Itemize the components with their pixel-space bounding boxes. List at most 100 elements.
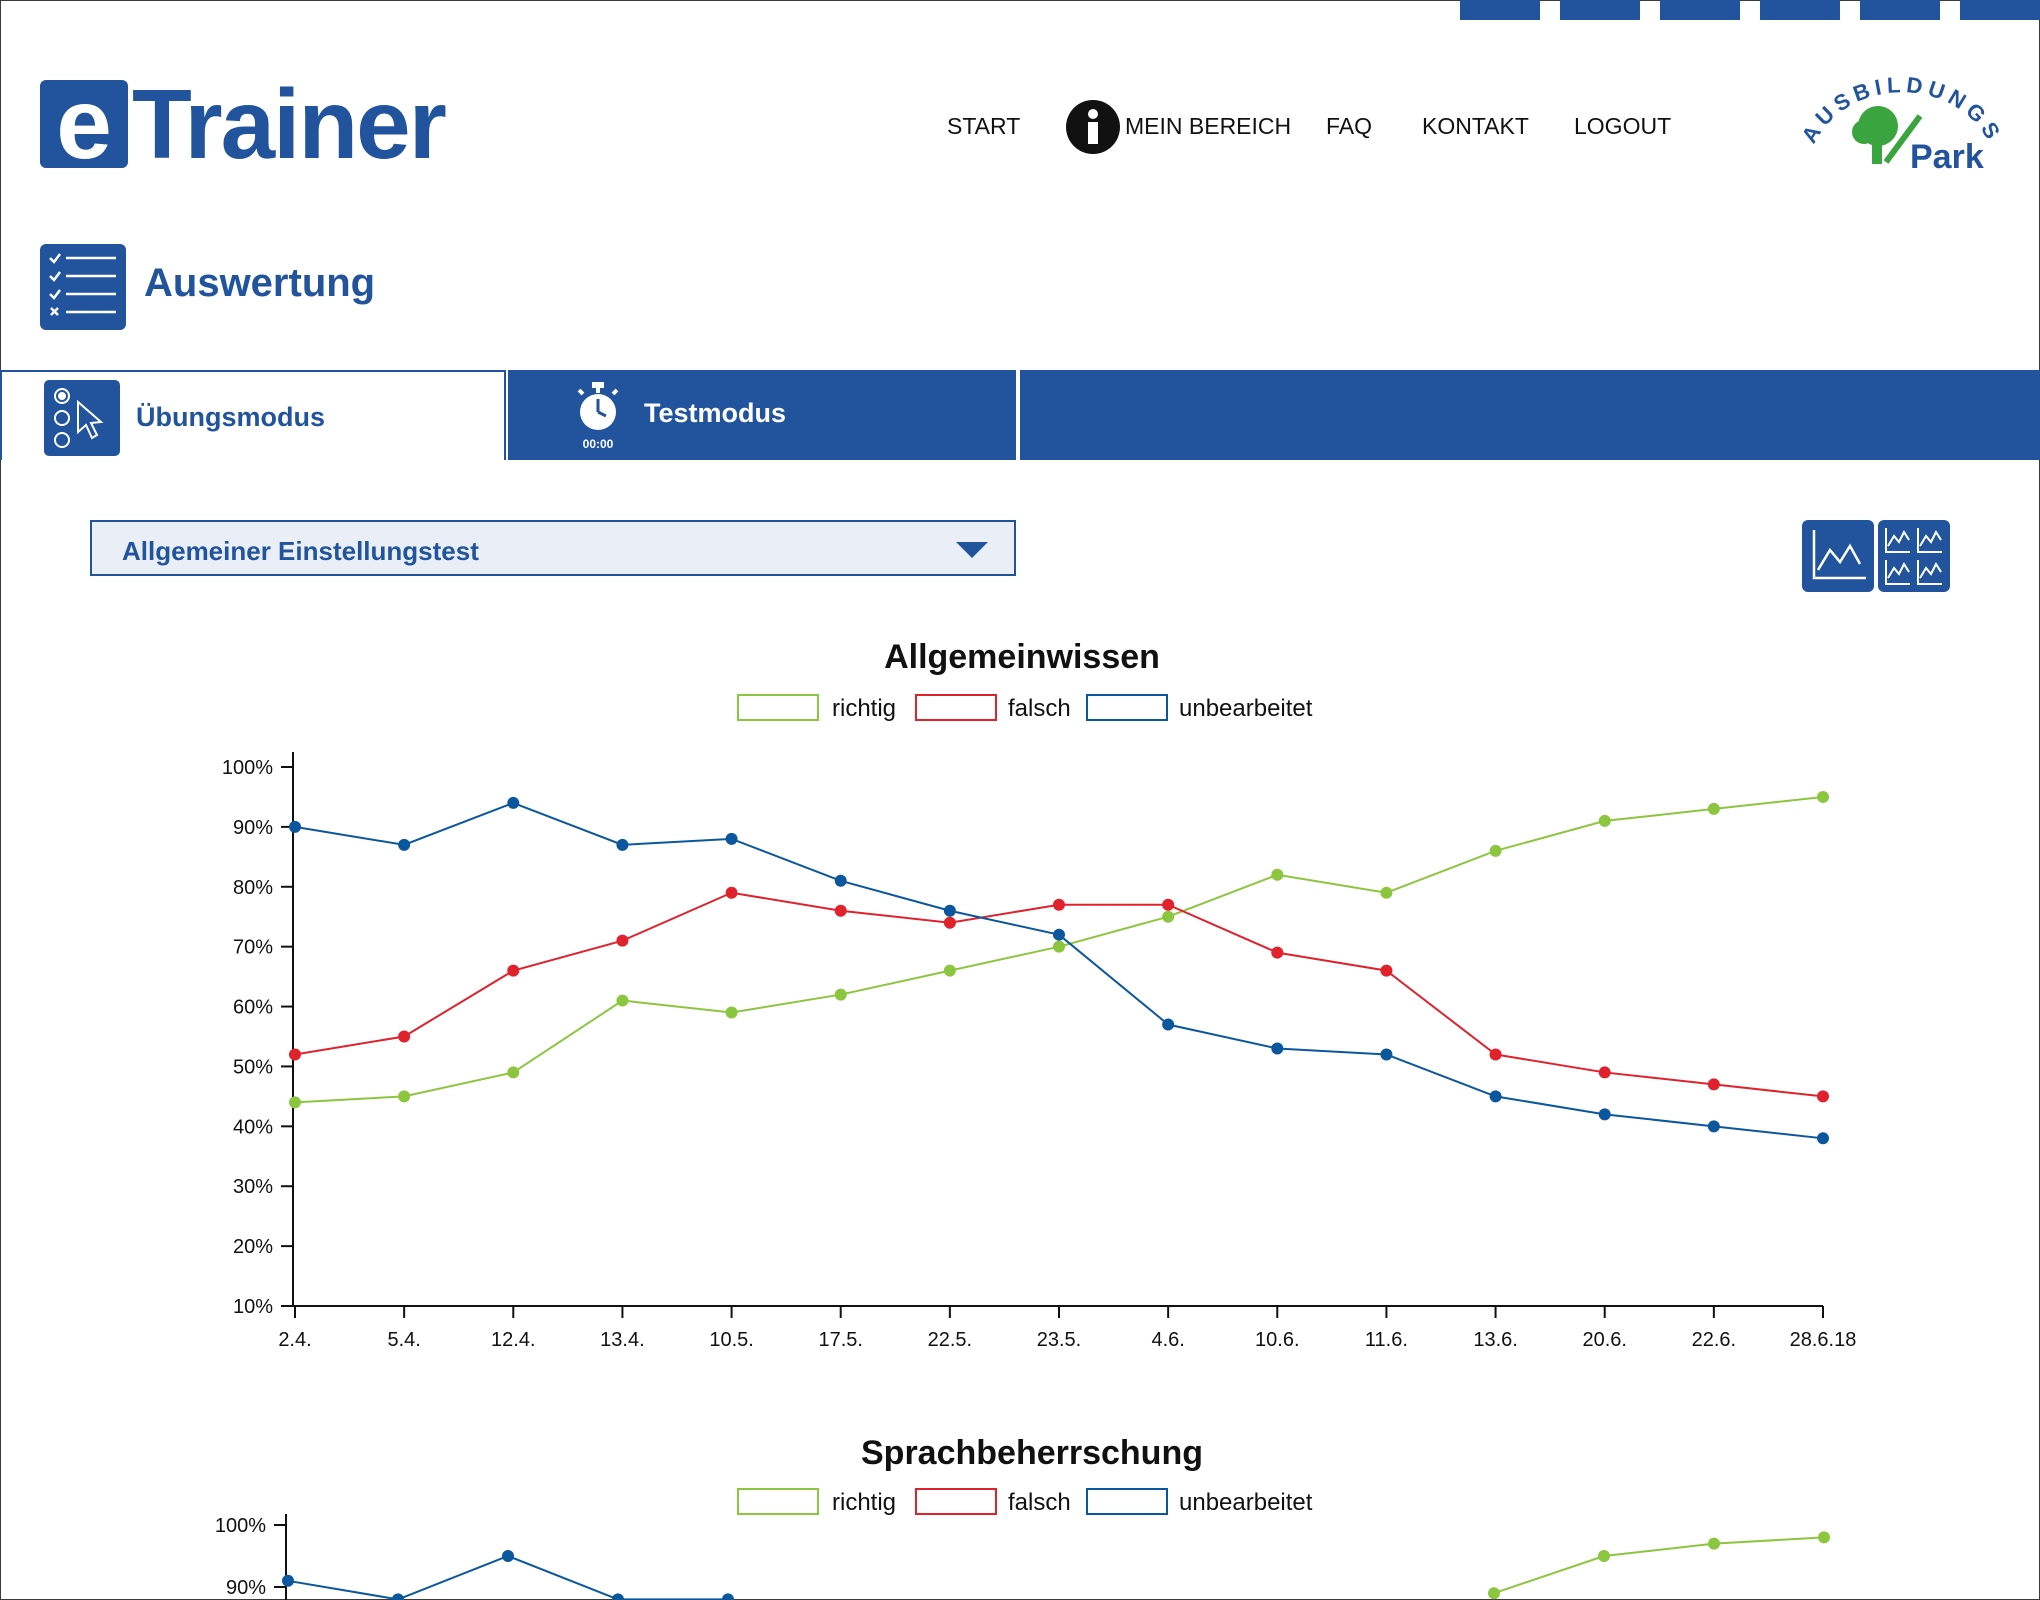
chart-1-point-richtig[interactable] (1053, 940, 1065, 953)
chart-1-point-richtig[interactable] (1598, 814, 1611, 827)
chart-1-ytick-label: 30% (233, 1176, 273, 1198)
chart-1-point-unbearbeitet[interactable] (1271, 1042, 1284, 1055)
chart-2-point-unbearbeitet[interactable] (612, 1593, 624, 1600)
chart-1-point-falsch[interactable] (1707, 1078, 1720, 1091)
chart-1-point-richtig[interactable] (1817, 790, 1829, 803)
nav-faq[interactable]: FAQ (1326, 113, 1373, 139)
chart-1-point-richtig[interactable] (1162, 910, 1175, 923)
chart-1-point-richtig[interactable] (289, 1096, 301, 1109)
chart-2-line-richtig (1493, 1536, 1825, 1595)
chart-1-point-falsch[interactable] (1817, 1090, 1829, 1103)
chart-1-point-unbearbeitet[interactable] (1162, 1018, 1175, 1031)
checklist-icon (40, 244, 126, 330)
chart-1-point-falsch[interactable] (834, 904, 847, 917)
topbar-button-1[interactable] (1460, 0, 1540, 20)
chart-1-point-unbearbeitet[interactable] (1817, 1132, 1829, 1145)
chart-1-point-richtig[interactable] (1489, 844, 1502, 857)
chart-1-point-unbearbeitet[interactable] (943, 904, 956, 917)
stopwatch-timer: 00:00 (583, 437, 614, 451)
ausbildungspark-logo[interactable]: AUSBILDUNGS Park (1790, 62, 2010, 182)
chart-1-ytick-label: 20% (233, 1236, 273, 1258)
chart-1-point-falsch[interactable] (1162, 898, 1175, 911)
chart-2-legend: richtig falsch unbearbeitet (737, 1488, 1313, 1516)
chart-2-point-unbearbeitet[interactable] (722, 1593, 734, 1600)
chart-1-xtick-label: 13.6. (1473, 1329, 1517, 1351)
chart-1-point-richtig[interactable] (616, 994, 629, 1007)
cursor-choice-icon (44, 380, 120, 456)
chart-1-point-richtig[interactable] (507, 1066, 520, 1079)
nav-kontakt[interactable]: KONTAKT (1422, 113, 1529, 139)
tab-testmodus[interactable]: 00:00 Testmodus (508, 370, 1016, 460)
chart-2-point-richtig[interactable] (1708, 1537, 1720, 1550)
info-icon[interactable] (1066, 100, 1120, 154)
chart-2-legend-richtig[interactable]: richtig (832, 1489, 896, 1516)
chart-1-point-richtig[interactable] (1380, 886, 1393, 899)
test-select-value: Allgemeiner Einstellungstest (122, 536, 479, 566)
chart-1-legend-falsch[interactable]: falsch (1008, 695, 1071, 722)
chart-1-point-falsch[interactable] (943, 916, 956, 929)
chart-1-legend-richtig[interactable]: richtig (832, 695, 896, 722)
etrainer-logo[interactable]: e Trainer (40, 74, 447, 174)
chart-2-legend-unbearbeitet[interactable]: unbearbeitet (1179, 1489, 1313, 1516)
chart-1-xtick-label: 5.4. (387, 1329, 420, 1351)
chart-1-series (289, 790, 1829, 1145)
chart-1-point-richtig[interactable] (943, 964, 956, 977)
chart-1-point-falsch[interactable] (289, 1048, 301, 1061)
chart-1-point-unbearbeitet[interactable] (398, 838, 411, 851)
chart-1-point-falsch[interactable] (1053, 898, 1065, 911)
chart-1-legend-unbearbeitet[interactable]: unbearbeitet (1179, 695, 1313, 722)
topbar-button-3[interactable] (1660, 0, 1740, 20)
chart-1-point-unbearbeitet[interactable] (1489, 1090, 1502, 1103)
topbar-button-6[interactable] (1960, 0, 2040, 20)
chart-1-point-falsch[interactable] (616, 934, 629, 947)
chart-1-point-falsch[interactable] (725, 886, 738, 899)
single-chart-view-button[interactable] (1802, 520, 1874, 592)
chart-1-point-falsch[interactable] (1271, 946, 1284, 959)
chart-1-xtick-label: 10.6. (1255, 1329, 1299, 1351)
chart-1-point-unbearbeitet[interactable] (1380, 1048, 1393, 1061)
chart-1-point-richtig[interactable] (398, 1090, 411, 1103)
chart-1-point-unbearbeitet[interactable] (834, 874, 847, 887)
chart-2-ytick-label: 90% (226, 1577, 266, 1599)
chart-1-point-falsch[interactable] (507, 964, 520, 977)
chart-1-point-richtig[interactable] (1707, 802, 1720, 815)
tab-uebungsmodus[interactable]: Übungsmodus (0, 370, 506, 460)
chart-1-point-unbearbeitet[interactable] (725, 832, 738, 845)
chart-2-point-richtig[interactable] (1818, 1531, 1830, 1544)
chart-1-point-richtig[interactable] (725, 1006, 738, 1019)
chart-1-point-unbearbeitet[interactable] (1053, 928, 1065, 941)
chart-1-y-ticks: 100% 90% 80% 70% 60% 50% 40% 30% 20% 10% (222, 757, 293, 1318)
nav-logout[interactable]: LOGOUT (1574, 113, 1672, 139)
tab-bar-fill (1020, 370, 2040, 460)
topbar-button-5[interactable] (1860, 0, 1940, 20)
chart-1-point-falsch[interactable] (1380, 964, 1393, 977)
chart-2-point-unbearbeitet[interactable] (502, 1550, 514, 1562)
chart-1-point-unbearbeitet[interactable] (507, 796, 520, 809)
nav-start[interactable]: START (947, 113, 1021, 139)
chart-1-point-falsch[interactable] (1598, 1066, 1611, 1079)
chart-1-point-richtig[interactable] (1271, 868, 1284, 881)
chart-1-point-unbearbeitet[interactable] (616, 838, 629, 851)
chart-1-point-richtig[interactable] (834, 988, 847, 1001)
topbar-button-4[interactable] (1760, 0, 1840, 20)
chart-1-legend-swatch-richtig (737, 694, 819, 721)
chart-2-point-richtig[interactable] (1488, 1587, 1500, 1600)
chart-2-legend-swatch-falsch (915, 1488, 997, 1515)
chart-2-point-richtig[interactable] (1598, 1550, 1610, 1562)
multi-chart-view-button[interactable] (1878, 520, 1950, 592)
chart-1-point-falsch[interactable] (398, 1030, 411, 1043)
topbar-button-2[interactable] (1560, 0, 1640, 20)
chart-2-legend-swatch-unbearbeitet (1086, 1488, 1168, 1515)
multi-chart-icon (1885, 528, 1942, 585)
chart-1-point-unbearbeitet[interactable] (1598, 1108, 1611, 1121)
nav-mein-bereich[interactable]: MEIN BEREICH (1125, 113, 1292, 139)
brand-logo-park-text: Park (1910, 138, 1984, 176)
chart-1-point-unbearbeitet[interactable] (289, 820, 301, 833)
chart-1-point-unbearbeitet[interactable] (1707, 1120, 1720, 1133)
chart-1-xtick-label: 2.4. (278, 1329, 311, 1351)
chart-2-legend-falsch[interactable]: falsch (1008, 1489, 1071, 1516)
chart-2-point-unbearbeitet[interactable] (282, 1574, 294, 1587)
chart-2-point-unbearbeitet[interactable] (392, 1593, 404, 1600)
test-select-dropdown[interactable]: Allgemeiner Einstellungstest (90, 520, 1016, 576)
chart-1-point-falsch[interactable] (1489, 1048, 1502, 1061)
